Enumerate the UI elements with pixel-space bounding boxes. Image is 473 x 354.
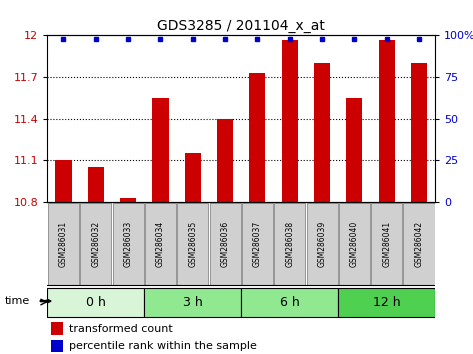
- Title: GDS3285 / 201104_x_at: GDS3285 / 201104_x_at: [158, 19, 325, 33]
- Bar: [55, 160, 71, 202]
- Bar: [88, 167, 104, 202]
- Bar: [152, 98, 168, 202]
- FancyBboxPatch shape: [241, 288, 338, 317]
- Bar: [314, 63, 330, 202]
- Bar: [411, 63, 427, 202]
- Text: percentile rank within the sample: percentile rank within the sample: [69, 341, 256, 351]
- Text: GSM286034: GSM286034: [156, 221, 165, 267]
- FancyBboxPatch shape: [47, 288, 144, 317]
- Text: 6 h: 6 h: [280, 296, 299, 309]
- Bar: [184, 153, 201, 202]
- Text: GSM286038: GSM286038: [285, 221, 294, 267]
- Bar: [346, 98, 362, 202]
- FancyBboxPatch shape: [371, 204, 402, 285]
- Bar: [217, 119, 233, 202]
- Text: GSM286040: GSM286040: [350, 221, 359, 267]
- FancyBboxPatch shape: [274, 204, 305, 285]
- Bar: [51, 340, 63, 352]
- Bar: [249, 73, 265, 202]
- FancyBboxPatch shape: [307, 204, 338, 285]
- Bar: [378, 40, 395, 202]
- FancyBboxPatch shape: [145, 204, 176, 285]
- FancyBboxPatch shape: [403, 204, 435, 285]
- Text: GSM286037: GSM286037: [253, 221, 262, 267]
- FancyBboxPatch shape: [339, 204, 370, 285]
- Text: GSM286041: GSM286041: [382, 221, 391, 267]
- FancyBboxPatch shape: [242, 204, 273, 285]
- Bar: [120, 198, 136, 202]
- Text: 12 h: 12 h: [373, 296, 401, 309]
- Text: GSM286035: GSM286035: [188, 221, 197, 267]
- Text: GSM286042: GSM286042: [414, 221, 423, 267]
- FancyBboxPatch shape: [80, 204, 111, 285]
- Text: time: time: [5, 296, 30, 306]
- Text: 0 h: 0 h: [86, 296, 106, 309]
- Bar: [51, 322, 63, 335]
- Text: GSM286033: GSM286033: [123, 221, 132, 267]
- Text: transformed count: transformed count: [69, 324, 172, 333]
- Bar: [281, 40, 298, 202]
- Text: GSM286032: GSM286032: [91, 221, 100, 267]
- FancyBboxPatch shape: [48, 204, 79, 285]
- Text: GSM286039: GSM286039: [317, 221, 326, 267]
- FancyBboxPatch shape: [113, 204, 144, 285]
- FancyBboxPatch shape: [338, 288, 435, 317]
- FancyBboxPatch shape: [144, 288, 241, 317]
- FancyBboxPatch shape: [177, 204, 208, 285]
- Text: 3 h: 3 h: [183, 296, 202, 309]
- Text: GSM286031: GSM286031: [59, 221, 68, 267]
- FancyBboxPatch shape: [210, 204, 241, 285]
- Text: GSM286036: GSM286036: [220, 221, 229, 267]
